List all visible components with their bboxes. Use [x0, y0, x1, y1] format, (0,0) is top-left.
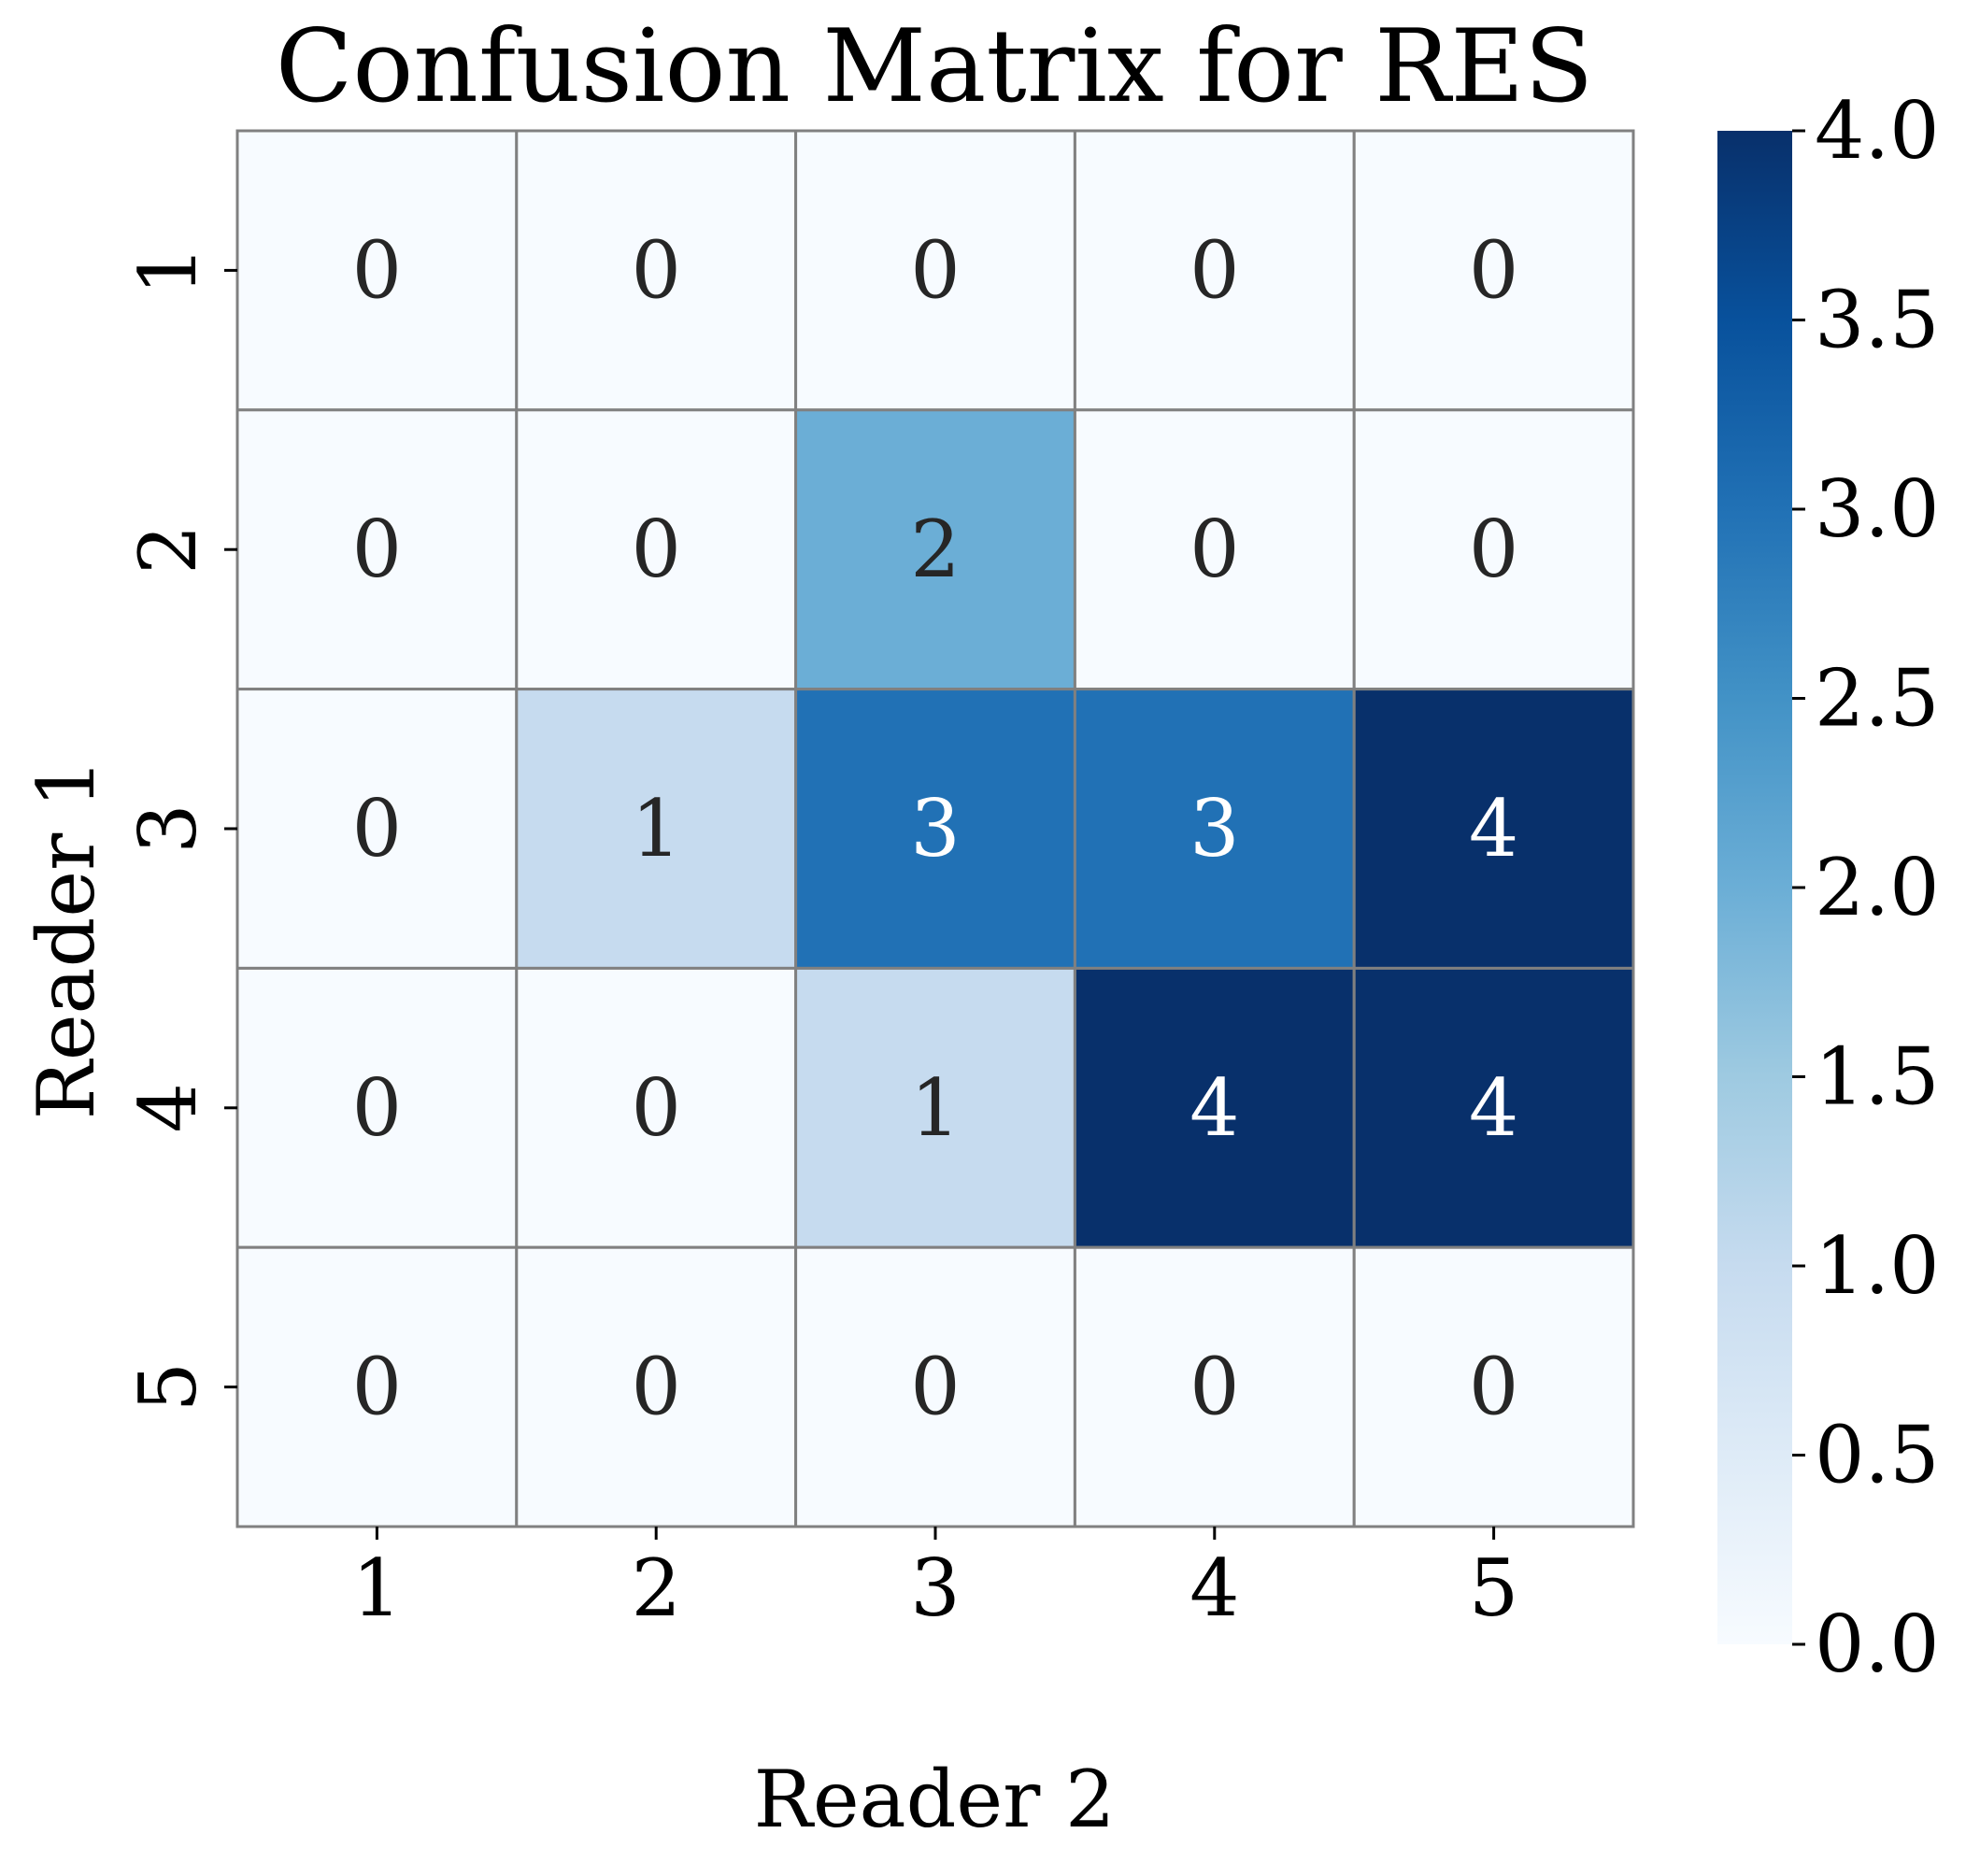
y-axis-label: Reader 1 — [21, 759, 112, 1120]
cell-value-label: 0 — [352, 1062, 402, 1154]
cell-value-label: 0 — [631, 1342, 680, 1433]
x-tick-label: 5 — [1469, 1542, 1518, 1634]
cell-value-label: 1 — [910, 1062, 960, 1154]
colorbar-tick-label: 3.5 — [1815, 275, 1940, 366]
heatmap-cell — [1352, 688, 1635, 970]
colorbar-tick-label: 1.0 — [1815, 1220, 1940, 1312]
cell-value-label: 0 — [1189, 504, 1239, 595]
x-tick-label: 2 — [631, 1542, 680, 1634]
heatmap-cell — [794, 966, 1076, 1249]
colorbar-tick-label: 0.5 — [1815, 1410, 1940, 1501]
x-tick-label: 3 — [910, 1542, 960, 1634]
y-tick-label: 2 — [122, 524, 214, 574]
cell-value-label: 0 — [1189, 224, 1239, 316]
heatmap-cell — [794, 1245, 1076, 1528]
x-axis-label: Reader 2 — [754, 1754, 1116, 1845]
x-tick-label: 4 — [1189, 1542, 1239, 1634]
y-tick-label: 1 — [122, 246, 214, 295]
heatmap-cell — [1073, 688, 1356, 970]
colorbar-tick-label: 3.0 — [1815, 463, 1940, 555]
cell-value-label: 2 — [910, 504, 960, 595]
cell-value-label: 0 — [631, 504, 680, 595]
cell-value-label: 4 — [1189, 1062, 1239, 1154]
cell-value-label: 0 — [352, 224, 402, 316]
cell-value-label: 0 — [1469, 1342, 1518, 1433]
heatmap-cells — [235, 129, 1635, 1528]
colorbar-ticks: 0.0 0.5 1.0 1.5 2.0 2.5 3.0 3.5 4.0 — [1792, 85, 1940, 1690]
heatmap-cell — [515, 966, 798, 1249]
colorbar-tick-label: 2.5 — [1815, 653, 1940, 745]
cell-value-label: 0 — [1469, 224, 1518, 316]
cell-value-label: 0 — [910, 1342, 960, 1433]
cell-value-label: 0 — [910, 224, 960, 316]
cell-value-label: 0 — [352, 1342, 402, 1433]
heatmap-cell — [1352, 966, 1635, 1249]
colorbar-gradient — [1717, 131, 1792, 1644]
cell-value-label: 3 — [910, 783, 960, 874]
heatmap-cell — [1352, 1245, 1635, 1528]
heatmap-cell — [235, 408, 519, 691]
heatmap-cell — [235, 1245, 519, 1528]
heatmap-cell — [515, 688, 798, 970]
heatmap-cell — [1352, 408, 1635, 691]
cell-value-label: 0 — [1469, 504, 1518, 595]
cell-value-label: 0 — [631, 224, 680, 316]
heatmap-cell — [794, 408, 1076, 691]
heatmap-cell-labels: 0 0 0 0 0 0 0 2 0 0 0 1 3 3 4 0 0 1 4 4 0 0 0 0 0 — [352, 224, 1519, 1432]
heatmap-cell — [515, 129, 798, 412]
colorbar-tick-label: 2.0 — [1815, 842, 1940, 933]
y-tick-label: 4 — [122, 1083, 214, 1132]
y-tick-label: 3 — [122, 803, 214, 853]
cell-value-label: 1 — [631, 783, 680, 874]
cell-value-label: 0 — [352, 504, 402, 595]
colorbar-tick-label: 4.0 — [1815, 85, 1940, 177]
x-tick-label: 1 — [352, 1542, 402, 1634]
cell-value-label: 0 — [631, 1062, 680, 1154]
colorbar-tick-label: 1.5 — [1815, 1031, 1940, 1123]
chart-title: Confusion Matrix for RES — [276, 8, 1594, 125]
y-tick-label: 5 — [122, 1362, 214, 1412]
heatmap-cell — [794, 688, 1076, 970]
cell-value-label: 0 — [1189, 1342, 1239, 1433]
colorbar: 0.0 0.5 1.0 1.5 2.0 2.5 3.0 3.5 4.0 — [1717, 85, 1940, 1690]
heatmap-cell — [1352, 129, 1635, 412]
colorbar-tick-label: 0.0 — [1815, 1599, 1940, 1690]
cell-value-label: 3 — [1189, 783, 1239, 874]
cell-value-label: 0 — [352, 783, 402, 874]
heatmap-axes: 1 2 3 4 5 1 2 3 4 5 — [122, 246, 1518, 1634]
heatmap-cell — [235, 129, 519, 412]
heatmap-cell — [1073, 966, 1356, 1249]
cell-value-label: 4 — [1469, 783, 1518, 874]
heatmap-cell — [515, 1245, 798, 1528]
heatmap-cell — [794, 129, 1076, 412]
cell-value-label: 4 — [1469, 1062, 1518, 1154]
heatmap-cell — [1073, 129, 1356, 412]
